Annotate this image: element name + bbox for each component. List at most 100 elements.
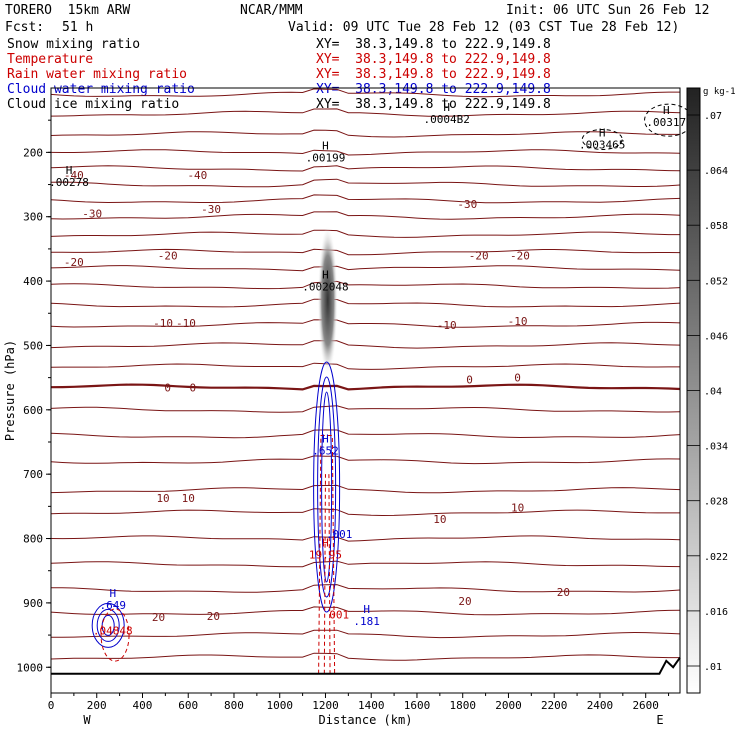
colorbar-tick-label: .058 (704, 221, 728, 232)
cloud-water-contour (96, 608, 120, 642)
x-tick-label: 2200 (541, 699, 568, 712)
temperature-contour-label: 20 (458, 595, 471, 608)
field-rain-name: Rain water mixing ratio (7, 67, 188, 82)
colorbar-tick-label: .064 (704, 166, 728, 177)
temperature-contour-label: 10 (156, 492, 169, 505)
x-tick-label: 600 (178, 699, 198, 712)
colorbar-tick-label: .034 (704, 442, 728, 453)
isotherm-line (50, 319, 681, 328)
max-value-label: .003465 (579, 139, 625, 152)
cloud-water-contour (91, 602, 125, 648)
y-tick-label: 900 (23, 597, 43, 610)
field-temperature-xy: XY= 38.3,149.8 to 222.9,149.8 (316, 52, 551, 67)
max-value-label: 001 (329, 609, 349, 622)
isotherm-line (50, 429, 681, 439)
snow-plume (91, 103, 694, 674)
temperature-contour-label: -20 (158, 249, 178, 262)
temperature-contour-label: 10 (433, 513, 446, 526)
isotherm-line (50, 652, 680, 661)
temperature-contour-label: 20 (557, 586, 570, 599)
field-rain-xy: XY= 38.3,149.8 to 222.9,149.8 (316, 67, 551, 82)
max-marker: H (109, 587, 116, 600)
fcst-label: Fcst: (5, 20, 45, 35)
isotherm-line (50, 280, 681, 290)
plot-frame (50, 87, 681, 694)
max-value-label: 19.95 (309, 549, 342, 562)
max-value-label: .0004B2 (424, 113, 470, 126)
isotherm-line (50, 298, 681, 308)
temperature-contours (50, 88, 681, 661)
cloud-water-contour (313, 361, 341, 613)
isotherm-line (51, 584, 681, 593)
temperature-contour-label: 10 (182, 492, 195, 505)
max-marker: H (599, 127, 606, 140)
west-end-label: W (83, 713, 91, 727)
isotherm-line (50, 178, 681, 188)
field-snow-name: Snow mixing ratio (7, 37, 141, 52)
isotherm-line (50, 149, 681, 156)
colorbar-tick-label: .052 (704, 276, 728, 287)
rain-water-contour (323, 474, 331, 674)
colorbar-tick-label: .04 (704, 387, 722, 398)
temperature-contour-label: -10 (508, 315, 528, 328)
rain-water-contour (100, 608, 130, 662)
field-cloudice-xy: XY= 38.3,149.8 to 222.9,149.8 (316, 97, 551, 112)
x-tick-label: 2000 (495, 699, 522, 712)
isotherm-line (51, 248, 681, 256)
colorbar-tick-label: .016 (704, 607, 728, 618)
east-end-label: E (656, 713, 663, 727)
max-value-label: .00278 (49, 176, 89, 189)
temperature-contour-label: -40 (187, 169, 207, 182)
max-marker: H (322, 537, 329, 550)
field-snow-xy: XY= 38.3,149.8 to 222.9,149.8 (316, 37, 551, 52)
isotherm-line (50, 340, 681, 349)
temperature-contour-label: -20 (64, 256, 84, 269)
terrain-line (51, 657, 681, 675)
rain-water-contour (318, 435, 336, 674)
y-tick-label: 200 (23, 146, 43, 159)
y-tick-label: 600 (23, 404, 43, 417)
isotherm-line (50, 88, 680, 98)
org-label: NCAR/MMM (240, 3, 303, 18)
y-tick-label: 300 (23, 211, 43, 224)
max-value-label: .00317 (646, 116, 686, 129)
valid-time: Valid: 09 UTC Tue 28 Feb 12 (03 CST Tue … (288, 20, 680, 35)
max-value-label: .001 (326, 528, 353, 541)
y-tick-label: 800 (23, 533, 43, 546)
x-tick-label: 1600 (404, 699, 431, 712)
temperature-contour-label: -10 (176, 317, 196, 330)
temperature-contour-label: 20 (152, 611, 165, 624)
zero-isotherm (50, 383, 681, 391)
isotherm-line (50, 362, 680, 370)
axes: 0 200 400 600 800 1000 1200 1400 1600 1800 2000 220… (3, 87, 681, 727)
isotherm-line (50, 265, 681, 272)
colorbar-tick-label: .046 (704, 331, 728, 342)
isotherm-line (50, 211, 681, 220)
field-cloudwater-name: Cloud water mixing ratio (7, 82, 195, 97)
snow-mixing-plume (317, 225, 338, 376)
max-value-label: .00199 (306, 152, 346, 165)
colorbar-tick-label: .07 (704, 111, 722, 122)
max-marker: H (322, 140, 329, 153)
y-tick-label: 700 (23, 468, 43, 481)
max-value-label: .181 (353, 615, 380, 628)
x-tick-label: 2600 (632, 699, 659, 712)
temperature-contour-label: -40 (64, 169, 84, 182)
max-marker: H (363, 603, 370, 616)
temperature-contour-label: 0 (466, 374, 473, 387)
field-cloudice-name: Cloud ice mixing ratio (7, 97, 180, 112)
temperature-contour-label: -10 (437, 319, 457, 332)
y-tick-label: 400 (23, 275, 43, 288)
isotherm-line (50, 229, 680, 238)
temperature-contour-label: -10 (153, 317, 173, 330)
temperature-contour-label: 0 (189, 381, 196, 394)
max-marker: H (663, 104, 670, 117)
temperature-contour-label: 0 (164, 381, 171, 394)
x-tick-label: 1200 (312, 699, 339, 712)
isotherm-line (50, 129, 680, 138)
x-tick-label: 2400 (587, 699, 614, 712)
max-value-label: .002048 (302, 280, 348, 293)
x-tick-label: 1000 (266, 699, 293, 712)
colorbar: .01 .016 .022 .028 .034 .04 .046 .052 .058 .064 .0… (686, 87, 736, 694)
